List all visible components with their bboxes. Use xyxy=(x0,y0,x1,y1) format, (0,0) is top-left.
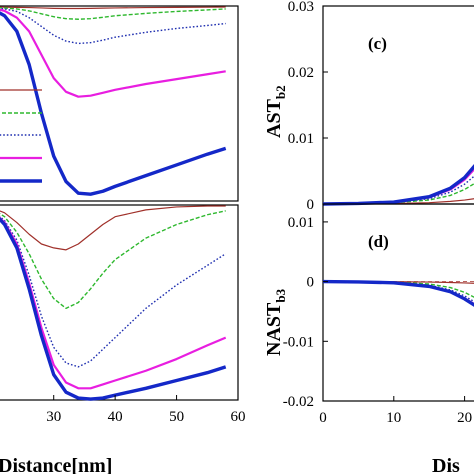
panel-bottom-right: 0 10 20 0.01 0 -0.01 -0.02 xyxy=(283,203,474,426)
series-line-1 xyxy=(0,205,226,251)
series-line-2 xyxy=(0,210,226,310)
series-line-4 xyxy=(0,216,227,390)
x-tick-label: 10 xyxy=(386,410,401,426)
panel-label-c: (c) xyxy=(368,34,387,53)
series-line-1 xyxy=(0,6,226,10)
x-tick-label: 30 xyxy=(46,409,61,425)
axis-frame xyxy=(0,5,239,202)
y-tick-label: 0.01 xyxy=(288,215,314,231)
y-axis-label-nast-main: NAST xyxy=(263,302,285,356)
panel-top-right: 0 0.01 0.02 0.03 xyxy=(288,0,474,213)
panel-top-left xyxy=(0,5,239,202)
y-axis-label-nast: NASTb3 xyxy=(263,288,288,356)
x-axis-label-left: Distance[nm] xyxy=(0,455,112,474)
x-tick-label: 20 xyxy=(457,410,472,426)
x-axis-label-right: Dis xyxy=(432,455,460,474)
series-line-5 xyxy=(0,216,227,401)
y-tick-label: 0 xyxy=(307,197,315,213)
series-line-2 xyxy=(0,6,226,20)
series-line-3 xyxy=(0,7,226,45)
series-line-2 xyxy=(322,280,474,298)
series-line-5 xyxy=(322,164,474,206)
x-tick-label: 0 xyxy=(319,410,327,426)
y-tick-label: 0.01 xyxy=(288,131,314,147)
panel-bottom-left: 2030405060 xyxy=(0,204,246,425)
axis-frame xyxy=(322,5,474,205)
y-axis-label-ast: ASTb2 xyxy=(263,85,288,138)
x-tick-label: 60 xyxy=(231,409,246,425)
axis-frame xyxy=(322,203,474,402)
series-line-4 xyxy=(0,8,226,98)
x-tick-label: 40 xyxy=(108,409,123,425)
y-tick-label: 0.03 xyxy=(288,0,314,15)
legend xyxy=(0,89,42,183)
y-tick-label: -0.01 xyxy=(283,334,314,350)
series-line-3 xyxy=(0,215,227,368)
y-tick-label: -0.02 xyxy=(283,394,314,410)
y-tick-label: 0 xyxy=(307,275,315,291)
axis-frame xyxy=(0,204,239,401)
series-line-2 xyxy=(322,182,474,205)
x-tick-label: 50 xyxy=(169,409,184,425)
y-axis-label-nast-sub: b3 xyxy=(273,288,288,302)
series-line-5 xyxy=(322,279,474,307)
series-line-5 xyxy=(0,11,227,196)
y-axis-label-ast-sub: b2 xyxy=(273,85,288,99)
y-axis-label-ast-main: AST xyxy=(263,98,285,138)
panel-label-d: (d) xyxy=(368,232,389,251)
series-line-4 xyxy=(322,167,474,206)
y-tick-label: 0.02 xyxy=(288,65,314,81)
